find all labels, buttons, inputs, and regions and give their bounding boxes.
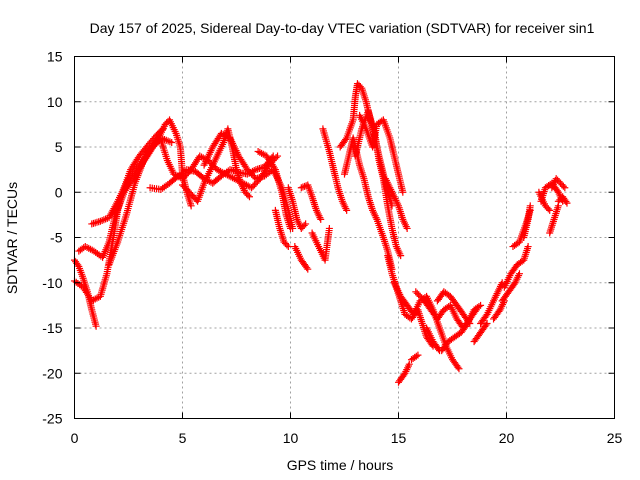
data-point-marker bbox=[283, 241, 291, 249]
data-point-marker bbox=[403, 224, 411, 232]
data-point-marker bbox=[325, 224, 333, 232]
data-point-marker bbox=[168, 138, 176, 146]
data-point-marker bbox=[287, 224, 294, 232]
data-point-marker bbox=[300, 221, 308, 229]
y-tick-label: -20 bbox=[42, 365, 62, 381]
chart-title: Day 157 of 2025, Sidereal Day-to-day VTE… bbox=[90, 20, 595, 36]
data-point-marker bbox=[302, 220, 310, 228]
data-point-marker bbox=[342, 135, 350, 143]
data-point-marker bbox=[544, 205, 552, 213]
data-point-marker bbox=[96, 217, 104, 225]
data-point-marker bbox=[412, 352, 420, 360]
data-point-marker bbox=[245, 193, 253, 201]
data-point-marker bbox=[100, 216, 108, 224]
x-tick-label: 25 bbox=[607, 430, 623, 446]
data-point-marker bbox=[475, 303, 483, 311]
x-tick-label: 5 bbox=[179, 430, 187, 446]
grid-lines bbox=[74, 56, 615, 419]
data-point-marker bbox=[270, 164, 278, 172]
y-tick-label: 10 bbox=[47, 94, 63, 110]
x-tick-label: 0 bbox=[71, 430, 79, 446]
data-point-marker bbox=[102, 215, 110, 223]
y-tick-label: 0 bbox=[55, 184, 63, 200]
data-point-marker bbox=[405, 360, 413, 368]
data-point-marker bbox=[454, 363, 462, 371]
axis-ticks bbox=[74, 56, 615, 419]
x-tick-label: 10 bbox=[283, 430, 299, 446]
data-point-marker bbox=[559, 182, 567, 190]
data-point-marker bbox=[397, 252, 405, 260]
y-tick-label: 15 bbox=[47, 49, 63, 65]
x-tick-label: 20 bbox=[499, 430, 515, 446]
data-point-marker bbox=[343, 206, 351, 214]
data-point-marker bbox=[399, 188, 407, 196]
y-tick-label: -25 bbox=[42, 411, 62, 427]
data-point-marker bbox=[477, 301, 485, 309]
data-point-marker bbox=[297, 184, 305, 192]
y-tick-label: 5 bbox=[55, 139, 63, 155]
data-point-marker bbox=[250, 167, 258, 175]
data-point-marker bbox=[301, 182, 309, 190]
data-point-marker bbox=[563, 199, 571, 207]
data-point-marker bbox=[515, 270, 523, 278]
data-point-marker bbox=[284, 243, 292, 251]
data-point-marker bbox=[304, 265, 312, 273]
data-point-marker bbox=[524, 243, 532, 251]
data-points bbox=[71, 80, 571, 386]
data-point-marker bbox=[74, 261, 82, 269]
data-point-marker bbox=[244, 191, 252, 199]
data-point-marker bbox=[187, 202, 195, 210]
data-point-marker bbox=[455, 365, 463, 373]
y-tick-label: -5 bbox=[50, 230, 63, 246]
y-axis-label: SDTVAR / TECUs bbox=[4, 182, 20, 294]
y-tick-labels: 15 10 5 0 -5 -10 -15 -20 -25 bbox=[42, 49, 62, 427]
x-axis-label: GPS time / hours bbox=[287, 457, 394, 473]
x-tick-labels: 0 5 10 15 20 25 bbox=[71, 430, 623, 446]
data-point-marker bbox=[317, 215, 325, 223]
y-tick-label: -15 bbox=[42, 320, 62, 336]
x-tick-label: 15 bbox=[391, 430, 407, 446]
data-point-marker bbox=[546, 206, 554, 214]
data-point-marker bbox=[562, 198, 570, 206]
data-point-marker bbox=[98, 216, 106, 224]
data-point-marker bbox=[246, 183, 254, 191]
data-point-marker bbox=[303, 264, 311, 272]
data-point-marker bbox=[92, 322, 100, 330]
data-point-marker bbox=[526, 202, 534, 210]
data-point-marker bbox=[561, 184, 569, 192]
data-point-marker bbox=[482, 321, 490, 329]
y-tick-label: -10 bbox=[42, 275, 62, 291]
data-point-marker bbox=[269, 152, 277, 160]
data-point-marker bbox=[483, 319, 491, 327]
data-point-marker bbox=[414, 351, 422, 359]
